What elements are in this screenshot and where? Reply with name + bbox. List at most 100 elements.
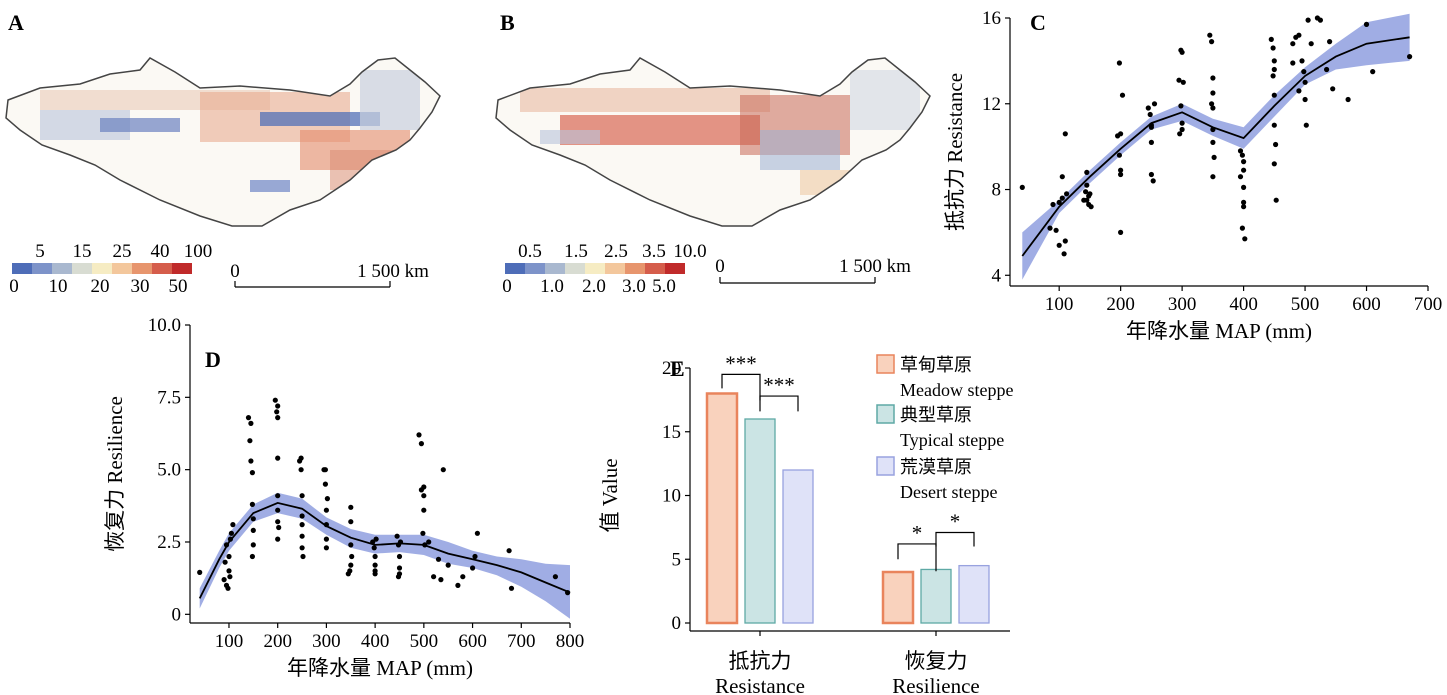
- legend-a-bottom-label: 50: [169, 276, 188, 297]
- legend-b-bottom-label: 2.0: [582, 276, 606, 297]
- data-point: [396, 565, 403, 571]
- data-point: [225, 585, 231, 591]
- x-tick-label: 200: [1106, 294, 1135, 315]
- data-point: [1148, 122, 1154, 128]
- bar: [958, 564, 990, 624]
- data-point: [1303, 122, 1309, 128]
- data-point: [1210, 126, 1216, 133]
- data-point: [370, 539, 376, 545]
- data-point: [1273, 197, 1279, 203]
- data-point: [272, 397, 278, 403]
- y-tick-label: 20: [662, 358, 681, 379]
- data-point: [1302, 96, 1308, 103]
- data-point: [460, 574, 466, 580]
- legend-swatch: [72, 263, 92, 274]
- legend-swatch: [645, 263, 665, 274]
- data-point: [227, 536, 233, 542]
- confidence-band: [1022, 13, 1410, 280]
- data-point: [1059, 195, 1065, 201]
- data-point: [1118, 171, 1124, 178]
- panel-b: B 0.5 1.5 2.5 3.5 10.0 0 1.0 2.0: [495, 10, 931, 297]
- y-tick-label: 12: [982, 94, 1001, 115]
- data-point: [1271, 58, 1277, 64]
- data-point: [1241, 184, 1247, 190]
- legend-swatch: [132, 263, 152, 274]
- legend-a-ramp: [12, 263, 192, 274]
- y-axis-title: 恢复力 Resilience: [103, 396, 127, 552]
- data-point: [1050, 201, 1056, 208]
- chart-c: 100 200 300 400 500 600 700 4 8 12 16 年降水量 MAP (mm)…: [943, 8, 1442, 343]
- data-point: [418, 487, 424, 493]
- data-point: [1179, 120, 1185, 126]
- data-point: [221, 577, 227, 583]
- data-point: [552, 574, 559, 580]
- data-point: [426, 539, 432, 545]
- data-point: [348, 562, 354, 568]
- map-b: [495, 57, 931, 227]
- x-tick-label: 200: [263, 631, 292, 652]
- x-axis-title: 年降水量 MAP (mm): [287, 656, 473, 680]
- data-point: [1363, 21, 1370, 27]
- data-point: [1053, 227, 1059, 233]
- bar: [705, 392, 739, 625]
- significance-bracket: [759, 395, 799, 412]
- x-tick-label: 100: [1045, 294, 1074, 315]
- data-point: [506, 548, 512, 554]
- scale-bar-b-start: 0: [715, 256, 725, 277]
- data-point: [348, 519, 354, 525]
- data-point: [1059, 174, 1065, 180]
- data-point: [1176, 77, 1182, 83]
- legend-swatch: [92, 263, 112, 274]
- y-tick-label: 10: [662, 486, 681, 507]
- data-point: [1210, 90, 1216, 96]
- legend-label-zh: 典型草原: [900, 405, 972, 425]
- data-point: [1210, 75, 1216, 81]
- chart-d: 100 200 300 400 500 600 700 800 0 2.5 5.0 7.5 10.0 年降…: [103, 315, 584, 680]
- data-point: [1271, 92, 1277, 98]
- data-point: [197, 569, 203, 576]
- significance-bracket: [935, 531, 975, 547]
- data-point: [1305, 17, 1311, 23]
- y-tick-label: 5: [672, 549, 682, 570]
- x-tick-label: 500: [410, 631, 439, 652]
- data-point: [322, 467, 328, 473]
- legend-label-zh: 荒漠草原: [900, 457, 972, 477]
- significance-bracket: [897, 543, 937, 572]
- data-point: [324, 496, 330, 502]
- data-point: [1270, 45, 1276, 51]
- data-point: [1084, 182, 1090, 188]
- data-point: [1237, 174, 1244, 180]
- data-point: [1118, 229, 1124, 235]
- x-tick-label: 400: [1229, 294, 1258, 315]
- data-point: [397, 539, 404, 545]
- legend-a-top-label: 100: [184, 241, 213, 262]
- panel-b-letter: B: [500, 10, 515, 35]
- legend-b-top-label: 10.0: [673, 241, 706, 262]
- legend-swatch: [545, 263, 565, 274]
- data-point: [1119, 92, 1126, 98]
- data-point: [445, 562, 451, 568]
- data-point: [1239, 152, 1245, 158]
- legend-a-bottom-label: 0: [9, 276, 19, 297]
- legend-b-bottom-label: 0: [502, 276, 512, 297]
- data-point: [1179, 49, 1185, 55]
- data-point: [470, 565, 476, 571]
- data-point: [299, 493, 305, 499]
- legend-label-en: Meadow steppe: [900, 380, 1013, 400]
- legend-swatch: [665, 263, 685, 274]
- significance-label: *: [950, 509, 961, 533]
- data-point: [422, 542, 428, 548]
- data-point: [298, 455, 304, 461]
- legend-b-bottom-label: 5.0: [652, 276, 676, 297]
- data-point: [1237, 148, 1244, 154]
- data-point: [1061, 251, 1067, 257]
- data-point: [1296, 32, 1302, 38]
- data-point: [250, 527, 256, 534]
- data-point: [373, 536, 379, 542]
- data-point: [1302, 79, 1308, 85]
- y-tick-label: 5.0: [157, 460, 181, 481]
- data-point: [222, 559, 228, 565]
- data-point: [1019, 184, 1025, 190]
- data-point: [1207, 32, 1213, 38]
- category-label-en: Resilience: [892, 674, 979, 695]
